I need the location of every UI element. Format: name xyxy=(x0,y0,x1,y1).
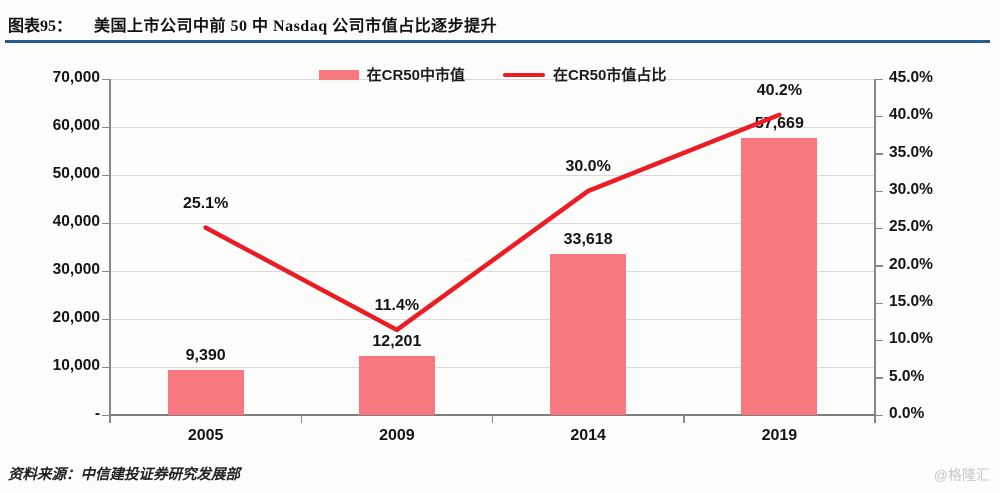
left-axis-tick-label: 40,000 xyxy=(52,213,100,230)
right-axis-tick xyxy=(875,377,883,379)
legend-label: 在CR50中市值 xyxy=(366,67,465,84)
left-axis-tick xyxy=(102,366,110,368)
gridline xyxy=(110,270,875,272)
bar-series-swatch-icon xyxy=(318,69,359,80)
left-axis-tick xyxy=(102,318,110,320)
right-axis-tick-label: 10.0% xyxy=(889,330,933,348)
left-axis-tick xyxy=(102,222,110,224)
bottom-axis-tick xyxy=(300,415,302,423)
left-axis-tick-label: 60,000 xyxy=(52,117,100,134)
bar-value-label: 33,618 xyxy=(563,230,613,248)
line-series-swatch-icon xyxy=(503,72,545,77)
right-axis-tick-label: 15.0% xyxy=(889,293,933,310)
right-axis-tick xyxy=(875,153,883,155)
bottom-axis-tick xyxy=(874,415,876,423)
bar-2019 xyxy=(741,138,818,415)
left-axis-tick-label: 20,000 xyxy=(52,309,100,326)
x-axis-year-label: 2019 xyxy=(761,427,798,444)
right-axis-tick xyxy=(875,227,883,230)
x-axis-year-label: 2014 xyxy=(570,427,606,444)
gridline xyxy=(110,366,875,368)
left-axis-tick xyxy=(102,414,110,416)
right-axis-tick xyxy=(875,265,883,267)
figure-number: 图表95： xyxy=(8,18,73,35)
title-underline xyxy=(5,40,990,43)
line-point-label: 25.1% xyxy=(182,194,229,212)
bottom-axis-tick xyxy=(491,415,494,423)
right-axis-tick-label: 35.0% xyxy=(889,143,933,161)
left-axis-tick xyxy=(102,126,110,128)
bar-2009 xyxy=(358,356,435,415)
right-axis-tick-label: 40.0% xyxy=(889,106,933,124)
right-axis-tick-label: 20.0% xyxy=(889,255,933,273)
right-axis-tick-label: 45.0% xyxy=(889,69,933,86)
legend-label: 在CR50市值占比 xyxy=(553,67,667,84)
left-axis-tick-label: 70,000 xyxy=(52,69,100,86)
right-axis-tick xyxy=(875,339,883,342)
left-axis-tick-label: - xyxy=(94,405,100,422)
left-axis-line xyxy=(109,79,111,417)
right-axis-tick xyxy=(875,190,883,192)
bottom-axis-tick xyxy=(683,415,685,423)
bar-value-label: 9,390 xyxy=(185,346,226,364)
right-axis-tick xyxy=(875,78,883,80)
bar-2005 xyxy=(167,369,244,415)
left-axis-tick xyxy=(102,174,110,176)
right-axis-tick-label: 0.0% xyxy=(889,405,925,422)
x-axis-year-label: 2009 xyxy=(379,427,415,444)
left-axis-tick-label: 50,000 xyxy=(52,165,100,182)
right-axis-tick-label: 5.0% xyxy=(889,367,925,385)
chart-legend: 在CR50中市值 在CR50市值占比 xyxy=(110,64,875,85)
legend-item-line-series: 在CR50市值占比 xyxy=(503,64,666,85)
left-axis-tick xyxy=(102,270,110,272)
right-axis-tick xyxy=(875,302,883,304)
legend-item-bar-series: 在CR50中市值 xyxy=(318,64,465,85)
bar-2014 xyxy=(550,253,627,415)
gridline xyxy=(110,222,875,224)
right-axis-tick-label: 30.0% xyxy=(889,181,933,198)
gridline xyxy=(110,78,875,80)
left-axis-tick-label: 10,000 xyxy=(52,357,100,374)
right-axis-line xyxy=(874,79,876,417)
gridline xyxy=(110,126,875,128)
line-point-label: 40.2% xyxy=(756,81,803,99)
line-point-label: 30.0% xyxy=(565,158,611,175)
left-axis-tick-label: 30,000 xyxy=(52,261,100,278)
figure-header: 图表95： 美国上市公司中前 50 中 Nasdaq 公司市值占比逐步提升 xyxy=(8,12,992,36)
bar-value-label: 12,201 xyxy=(372,333,422,351)
bottom-axis-tick xyxy=(109,415,111,423)
right-axis-tick xyxy=(875,414,883,416)
line-point-label: 11.4% xyxy=(374,296,420,314)
left-axis-tick xyxy=(102,78,110,80)
watermark: @格隆汇 xyxy=(933,467,990,483)
right-axis-tick-label: 25.0% xyxy=(889,218,933,236)
x-axis-year-label: 2005 xyxy=(187,427,224,444)
right-axis-tick xyxy=(875,115,883,118)
data-source-note: 资料来源：中信建投证券研究发展部 xyxy=(8,467,240,483)
gridline xyxy=(110,174,875,176)
figure-title: 美国上市公司中前 50 中 Nasdaq 公司市值占比逐步提升 xyxy=(94,18,498,35)
gridline xyxy=(110,318,875,320)
line-series-path xyxy=(203,112,782,333)
